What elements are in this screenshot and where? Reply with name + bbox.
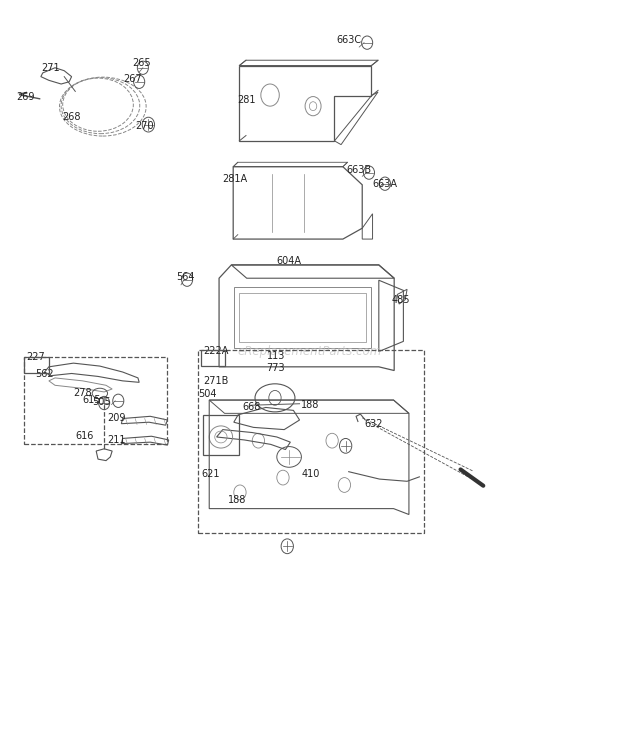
Bar [198, 350, 424, 533]
Text: 621: 621 [202, 469, 219, 479]
Text: 668: 668 [242, 402, 261, 411]
Text: 211: 211 [107, 435, 126, 445]
Bar [24, 357, 49, 373]
Text: 663C: 663C [337, 35, 361, 45]
Text: 632: 632 [364, 419, 383, 429]
Text: 267: 267 [123, 74, 142, 84]
Text: 268: 268 [62, 112, 80, 122]
Text: 209: 209 [107, 413, 126, 423]
Text: 562: 562 [35, 369, 53, 379]
Text: 505: 505 [92, 397, 110, 406]
Text: 773: 773 [266, 363, 285, 373]
Text: 227: 227 [26, 352, 45, 362]
Text: 265: 265 [132, 58, 151, 68]
Text: 616: 616 [75, 432, 94, 441]
Text: 281A: 281A [223, 173, 248, 184]
Bar [24, 357, 167, 444]
Bar [203, 415, 239, 455]
Text: 188: 188 [228, 495, 247, 504]
Text: 564: 564 [177, 272, 195, 283]
Text: 615: 615 [82, 395, 101, 405]
Text: 604A: 604A [276, 256, 301, 266]
Text: 663A: 663A [373, 179, 397, 189]
Text: 278: 278 [73, 388, 92, 398]
Text: 663B: 663B [347, 165, 372, 176]
Text: 504: 504 [198, 389, 216, 399]
Text: 485: 485 [392, 295, 410, 304]
Text: 271B: 271B [203, 376, 228, 386]
Bar [202, 350, 224, 366]
Text: 269: 269 [16, 92, 35, 102]
Text: 188: 188 [301, 400, 319, 410]
Bar [234, 287, 371, 348]
Text: eReplacementParts.com: eReplacementParts.com [238, 344, 382, 358]
Text: 410: 410 [302, 469, 321, 479]
Text: 222A: 222A [203, 346, 228, 356]
Bar [239, 293, 366, 342]
Text: 281: 281 [237, 95, 256, 105]
Text: 271: 271 [41, 62, 60, 73]
Text: 270: 270 [135, 121, 154, 131]
Text: 113: 113 [267, 350, 285, 361]
